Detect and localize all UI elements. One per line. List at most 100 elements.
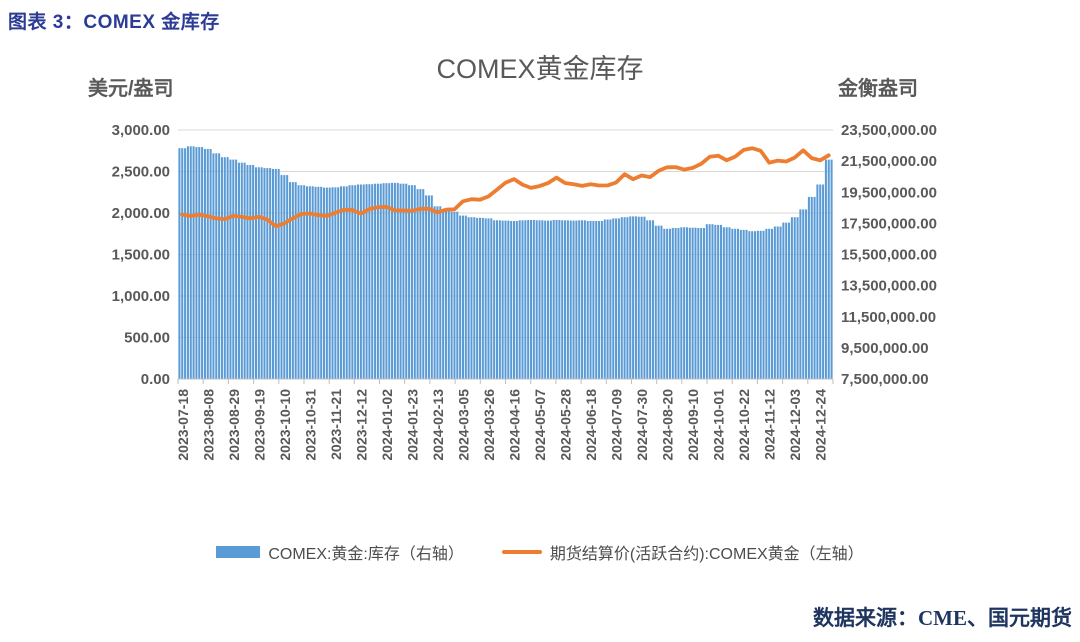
- inventory-bar: [461, 215, 464, 379]
- inventory-bar: [561, 220, 564, 379]
- inventory-bar: [592, 220, 595, 379]
- inventory-bar: [742, 229, 745, 379]
- inventory-bar: [232, 159, 235, 379]
- inventory-bar: [328, 187, 331, 379]
- inventory-bar: [203, 149, 206, 379]
- inventory-bar: [819, 184, 822, 379]
- inventory-bar: [206, 149, 209, 379]
- data-source: 数据来源：CME、国元期货: [813, 606, 1072, 630]
- inventory-bar: [371, 184, 374, 379]
- inventory-bar: [802, 209, 805, 379]
- inventory-bar: [181, 148, 184, 379]
- inventory-bar: [598, 221, 601, 379]
- inventory-bar: [634, 216, 637, 379]
- inventory-bar: [558, 220, 561, 379]
- inventory-bar: [410, 185, 413, 379]
- inventory-bar: [782, 222, 785, 379]
- inventory-bar: [807, 196, 810, 379]
- inventory-bar: [266, 168, 269, 379]
- inventory-bar: [566, 220, 569, 379]
- x-axis-tick-label: 2023-08-08: [200, 389, 216, 461]
- inventory-bar: [512, 221, 516, 379]
- x-axis-tick-label: 2023-11-21: [328, 389, 344, 460]
- inventory-bar: [685, 227, 688, 379]
- inventory-bar: [388, 183, 391, 379]
- inventory-bar: [785, 222, 788, 379]
- inventory-bar: [651, 220, 654, 379]
- inventory-bar: [209, 149, 212, 379]
- x-axis-tick-label: 2023-07-18: [175, 389, 191, 461]
- inventory-bar: [527, 220, 530, 379]
- inventory-bar: [331, 187, 334, 379]
- inventory-bar: [359, 184, 362, 379]
- inventory-bar: [643, 216, 646, 379]
- inventory-bar: [700, 228, 703, 379]
- inventory-bar: [473, 217, 476, 379]
- left-axis-tick-label: 1,000.00: [112, 288, 170, 305]
- inventory-bar: [402, 183, 405, 379]
- right-axis-tick-label: 13,500,000.00: [841, 278, 937, 295]
- inventory-bar: [805, 209, 808, 379]
- right-axis-tick-label: 15,500,000.00: [841, 247, 937, 264]
- inventory-bar: [572, 220, 575, 379]
- left-axis-unit-label: 美元/盎司: [88, 78, 174, 100]
- inventory-bar: [632, 216, 635, 379]
- inventory-bar: [722, 227, 725, 379]
- inventory-bar: [654, 225, 657, 379]
- legend-label-price: 期货结算价(活跃合约):COMEX黄金（左轴）: [549, 546, 864, 563]
- inventory-bar: [504, 220, 507, 379]
- inventory-bar: [254, 167, 257, 379]
- inventory-bar: [660, 225, 663, 379]
- inventory-bar: [810, 196, 813, 379]
- inventory-bar: [714, 224, 717, 379]
- inventory-bar: [793, 217, 796, 379]
- inventory-bar: [453, 211, 456, 379]
- x-axis-tick-label: 2024-03-05: [456, 389, 472, 461]
- inventory-bar: [717, 224, 720, 379]
- inventory-bar: [668, 228, 671, 379]
- inventory-bar: [680, 227, 683, 379]
- legend-label-inventory: COMEX:黄金:库存（右轴）: [268, 546, 464, 563]
- inventory-bar: [759, 230, 762, 379]
- inventory-bar: [498, 220, 501, 379]
- inventory-bar: [311, 186, 314, 379]
- left-axis-tick-label: 500.00: [124, 330, 170, 347]
- inventory-bar: [615, 218, 618, 379]
- inventory-bar: [362, 184, 365, 379]
- inventory-bar: [541, 220, 544, 379]
- x-axis-tick-label: 2024-05-28: [558, 389, 574, 461]
- inventory-bar: [374, 183, 377, 379]
- inventory-bar: [677, 228, 680, 379]
- inventory-bar: [376, 183, 379, 379]
- inventory-bar: [728, 227, 731, 379]
- inventory-bar: [320, 186, 323, 379]
- inventory-bar: [464, 215, 467, 379]
- inventory-bar: [263, 168, 266, 379]
- inventory-bar: [237, 162, 240, 379]
- inventory-bar: [291, 182, 294, 379]
- inventory-bar: [702, 228, 705, 379]
- inventory-bar: [736, 228, 740, 379]
- inventory-bar: [195, 147, 198, 379]
- inventory-bar: [691, 227, 694, 379]
- right-axis-tick-label: 17,500,000.00: [841, 215, 937, 232]
- inventory-bar: [249, 165, 252, 379]
- inventory-bar: [226, 157, 229, 379]
- inventory-bar: [796, 217, 799, 379]
- x-axis-tick-label: 2024-05-07: [532, 389, 548, 461]
- inventory-bar: [507, 220, 510, 379]
- x-axis-tick-label: 2023-09-19: [251, 389, 267, 461]
- inventory-bar: [683, 227, 686, 379]
- inventory-bar: [433, 206, 436, 379]
- inventory-bar: [198, 147, 201, 379]
- inventory-bar: [246, 165, 249, 379]
- inventory-bar: [260, 167, 263, 379]
- inventory-bar: [666, 228, 669, 379]
- x-axis-tick-label: 2024-04-16: [507, 389, 523, 461]
- inventory-bar: [229, 159, 232, 379]
- inventory-bar: [189, 146, 192, 379]
- inventory-bar: [544, 220, 547, 379]
- right-axis-tick-label: 9,500,000.00: [841, 340, 929, 357]
- x-axis-tick-label: 2024-11-12: [762, 389, 778, 460]
